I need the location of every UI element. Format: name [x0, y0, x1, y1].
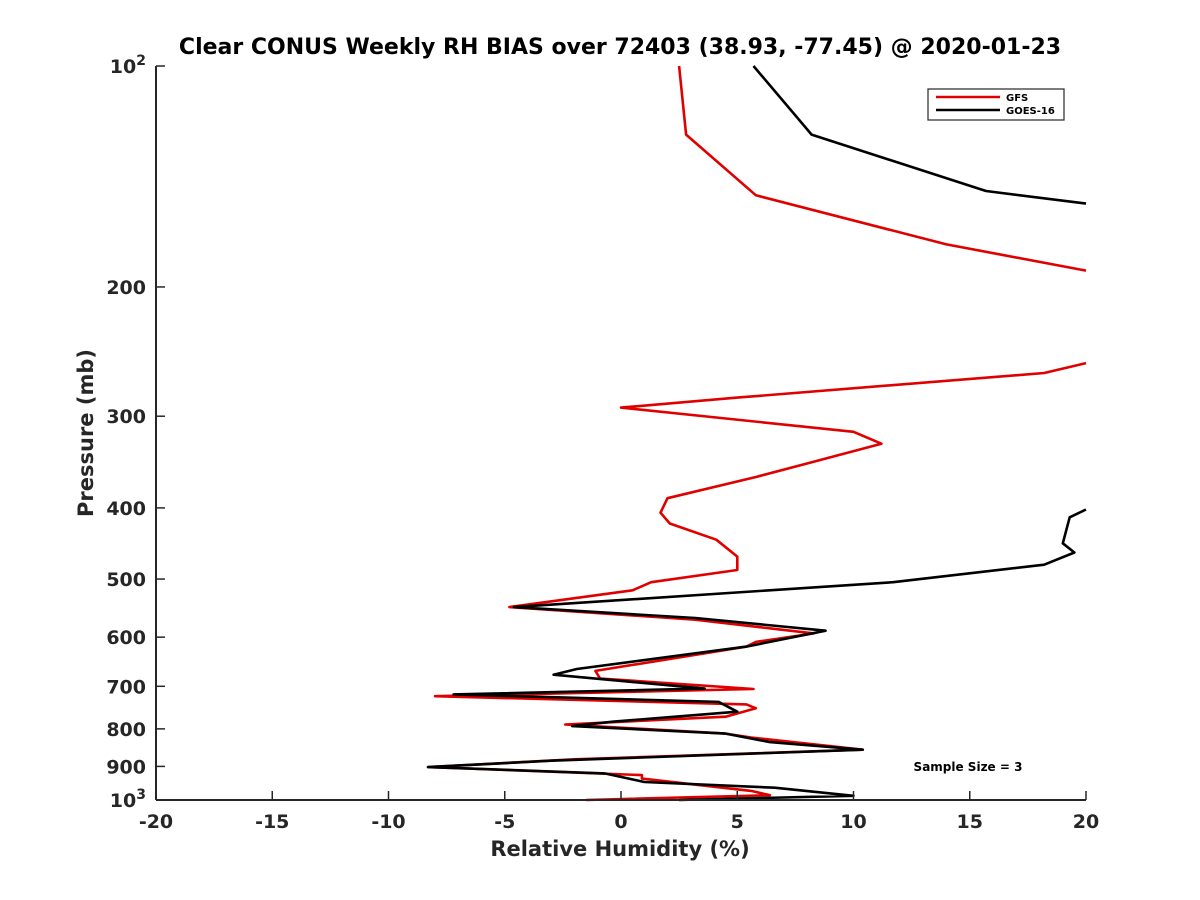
x-tick-label: 15: [957, 811, 983, 833]
y-tick-label: 200: [106, 277, 146, 299]
y-tick-label: 103: [110, 787, 146, 812]
x-tick-label: -10: [371, 811, 405, 833]
legend: GFS GOES-16: [927, 88, 1065, 121]
legend-entry: GOES-16: [1006, 106, 1055, 117]
y-tick-label: 400: [106, 498, 146, 520]
x-tick-label: 5: [731, 811, 744, 833]
y-tick-label: 300: [106, 406, 146, 428]
y-tick-label: 600: [106, 627, 146, 649]
legend-box: [927, 88, 1065, 121]
y-tick-label: 700: [106, 676, 146, 698]
x-tick-label: 0: [614, 811, 627, 833]
x-tick-label: -15: [255, 811, 289, 833]
y-tick-label: 500: [106, 569, 146, 591]
chart-title: Clear CONUS Weekly RH BIAS over 72403 (3…: [179, 35, 1061, 60]
x-tick-label: -20: [139, 811, 173, 833]
sample-size-annotation: Sample Size = 3: [914, 760, 1023, 774]
series-line-goes-16: [426, 65, 1087, 802]
legend-entry: GFS: [1006, 93, 1028, 104]
x-tick-label: 10: [840, 811, 866, 833]
x-tick-label: -5: [494, 811, 515, 833]
y-tick-label: 900: [106, 756, 146, 778]
y-axis-label: Pressure (mb): [74, 349, 98, 517]
x-axis-label: Relative Humidity (%): [490, 837, 749, 861]
y-tick-label: 800: [106, 719, 146, 741]
y-tick-label: 102: [110, 53, 146, 78]
series-line-gfs: [426, 65, 1087, 802]
x-tick-label: 20: [1073, 811, 1099, 833]
axes: -20 -15 -10 -5 0 5 10 15 20 102 200 300 400 500 600 700…: [106, 53, 1099, 833]
plot-area: [426, 65, 1087, 802]
